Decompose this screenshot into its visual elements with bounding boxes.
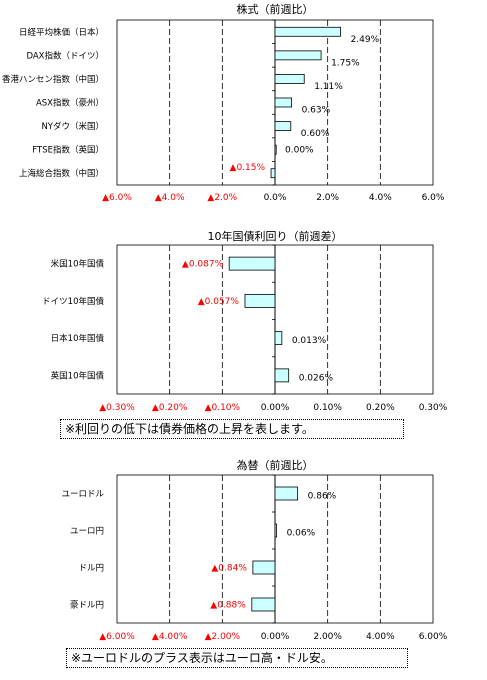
bonds-bar — [228, 256, 276, 271]
stocks-bar — [274, 50, 322, 61]
stocks-value-label: 0.00% — [285, 146, 314, 156]
stocks-tick-label: 0.0% — [264, 193, 287, 203]
bonds-category-label: ドイツ10年国債 — [42, 296, 104, 307]
stocks-value-label: 0.63% — [302, 106, 331, 116]
stocks-category-label: 日経平均株価（日本） — [19, 27, 104, 38]
stocks-bar — [274, 121, 292, 131]
bonds-value-label: ▲0.087% — [182, 260, 224, 270]
stocks-value-label: 2.49% — [351, 35, 380, 45]
stocks-value-label: 1.11% — [314, 82, 343, 92]
stocks-tick-label: 4.0% — [369, 193, 392, 203]
bonds-category-label: 米国10年国債 — [51, 259, 105, 270]
fx-value-label: 0.06% — [287, 529, 316, 539]
fx-tick-label: 6.00% — [419, 632, 448, 642]
stocks-category-label: 上海総合指数（中国） — [19, 168, 104, 179]
stocks-bar — [274, 97, 292, 108]
stocks-tick-label: 2.0% — [316, 193, 339, 203]
fx-bar — [251, 597, 276, 612]
fx-category-label: 豪ドル円 — [70, 600, 104, 611]
stocks-bar — [274, 74, 305, 84]
bonds-tick-label: 0.00% — [261, 403, 290, 413]
fx-value-label: 0.86% — [308, 492, 337, 502]
stocks-chart-title: 株式（前週比） — [237, 2, 314, 16]
bonds-tick-label: ▲0.30% — [99, 403, 135, 413]
stocks-tick-label: ▲2.0% — [207, 193, 237, 203]
bonds-tick-label: ▲0.20% — [152, 403, 188, 413]
stocks-tick-label: 6.0% — [422, 193, 445, 203]
bonds-category-label: 英国10年国債 — [51, 370, 105, 381]
fx-category-label: ユーロドル — [61, 490, 104, 500]
stocks-tick-label: ▲4.0% — [155, 193, 185, 203]
fx-category-label: ユーロ円 — [70, 527, 104, 537]
fx-bar — [274, 523, 277, 538]
stocks-category-label: ASX指数（豪州） — [36, 98, 104, 109]
bonds-value-label: 0.026% — [299, 373, 334, 383]
bonds-value-label: ▲0.057% — [198, 297, 240, 307]
bonds-bar — [274, 368, 290, 383]
fx-chart-title: 為替（前週比） — [237, 458, 314, 472]
fx-note: ※ユーロドルのプラス表示はユーロ高・ドル安。 — [66, 648, 408, 668]
stocks-bar — [270, 168, 276, 179]
fx-value-label: ▲0.88% — [210, 601, 246, 611]
stocks-value-label: 0.60% — [301, 129, 330, 139]
bonds-tick-label: ▲0.10% — [205, 403, 241, 413]
fx-tick-label: ▲6.00% — [99, 632, 135, 642]
stocks-category-label: NYダウ（米国） — [41, 121, 104, 132]
fx-bar — [252, 560, 276, 575]
bonds-tick-label: 0.20% — [366, 403, 395, 413]
bonds-tick-label: 0.30% — [419, 403, 448, 413]
bonds-bar — [274, 331, 283, 346]
fx-tick-label: ▲2.00% — [205, 632, 241, 642]
stocks-value-label: ▲0.15% — [230, 163, 266, 173]
stocks-tick-label: ▲6.0% — [102, 193, 132, 203]
fx-tick-label: ▲4.00% — [152, 632, 188, 642]
bonds-category-label: 日本10年国債 — [51, 333, 105, 344]
fx-tick-label: 4.00% — [366, 632, 395, 642]
stocks-bar — [274, 144, 277, 155]
stocks-category-label: FTSE指数（英国） — [32, 145, 104, 156]
fx-category-label: ドル円 — [78, 564, 104, 574]
fx-value-label: ▲0.84% — [211, 564, 247, 574]
bonds-chart-title: 10年国債利回り（前週差） — [208, 229, 343, 243]
fx-bar — [274, 486, 299, 501]
bond-yield-note: ※利回りの低下は債券価格の上昇を表します。 — [60, 419, 404, 439]
stocks-value-label: 1.75% — [331, 58, 360, 68]
bonds-tick-label: 0.10% — [313, 403, 342, 413]
fx-tick-label: 2.00% — [313, 632, 342, 642]
fx-tick-label: 0.00% — [261, 632, 290, 642]
bonds-value-label: 0.013% — [292, 336, 327, 346]
bonds-bar — [244, 293, 276, 308]
stocks-bar — [274, 26, 341, 37]
stocks-category-label: 香港ハンセン指数（中国） — [2, 74, 104, 85]
stocks-category-label: DAX指数（ドイツ） — [26, 50, 104, 61]
